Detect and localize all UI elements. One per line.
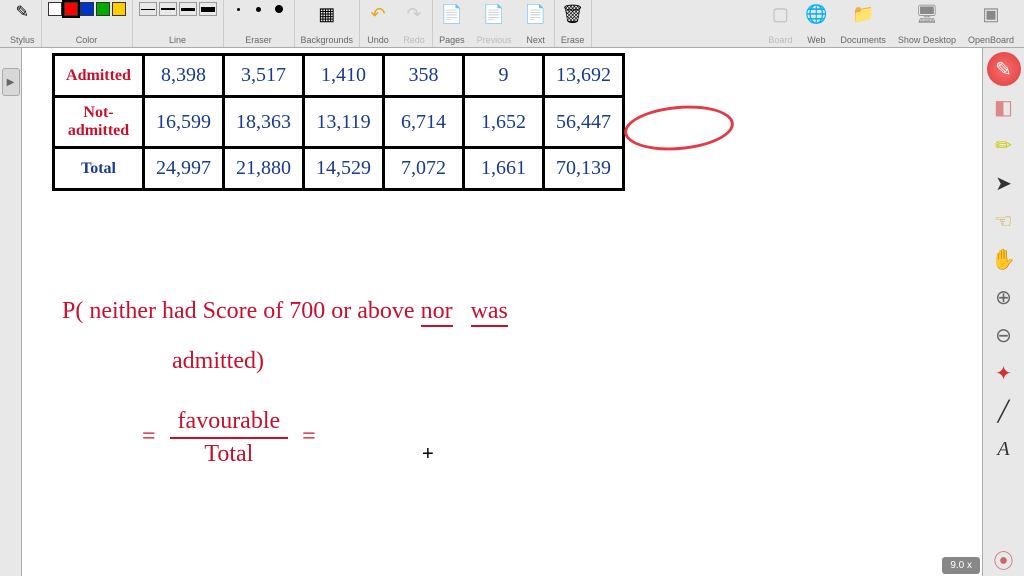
- line-tool-icon[interactable]: ╱: [987, 394, 1021, 428]
- handwriting-equation: = favourable Total =: [142, 408, 316, 468]
- left-panel-toggle[interactable]: ▶: [2, 68, 20, 96]
- right-toolbar: ✎ ◧ ✏ ➤ ☜ ✋ ⊕ ⊖ ✦ ╱ A ⦿: [982, 48, 1024, 576]
- color-green[interactable]: [96, 2, 110, 16]
- table-cell: 8,398: [144, 55, 224, 97]
- undo-icon: ↶: [366, 2, 390, 26]
- line-1[interactable]: [139, 2, 157, 16]
- redo-button[interactable]: ↷ Redo: [396, 0, 433, 47]
- openboard-button[interactable]: ▣ OpenBoard: [962, 0, 1020, 47]
- erase-icon: 🗑: [561, 2, 585, 26]
- hand-point-icon[interactable]: ☜: [987, 204, 1021, 238]
- pages-button[interactable]: 📄 Pages: [433, 0, 471, 47]
- data-table: Admitted 8,398 3,517 1,410 358 9 13,692 …: [52, 53, 625, 191]
- backgrounds-button[interactable]: ▦ Backgrounds: [295, 0, 361, 47]
- table-row: Total 24,997 21,880 14,529 7,072 1,661 7…: [54, 148, 624, 190]
- openboard-icon: ▣: [979, 2, 1003, 26]
- table-cell: 24,997: [144, 148, 224, 190]
- color-blue[interactable]: [80, 2, 94, 16]
- show-desktop-icon: 🖥: [915, 2, 939, 26]
- table-row: Not- admitted 16,599 18,363 13,119 6,714…: [54, 97, 624, 148]
- row-header: Not- admitted: [54, 97, 144, 148]
- pen-icon[interactable]: ✎: [987, 52, 1021, 86]
- line-2[interactable]: [159, 2, 177, 16]
- stylus-icon[interactable]: ✎: [16, 2, 29, 22]
- line-label: Line: [169, 35, 186, 45]
- show-desktop-button[interactable]: 🖥 Show Desktop: [892, 0, 962, 47]
- table-cell: 70,139: [544, 148, 624, 190]
- dot-3[interactable]: [270, 2, 288, 16]
- backgrounds-icon: ▦: [315, 2, 339, 26]
- pointer-icon[interactable]: ➤: [987, 166, 1021, 200]
- table-cell: 1,652: [464, 97, 544, 148]
- table-cell: 7,072: [384, 148, 464, 190]
- table-cell: 13,692: [544, 55, 624, 97]
- color-red[interactable]: [64, 2, 78, 16]
- documents-icon: 📁: [851, 2, 875, 26]
- hand-icon[interactable]: ✋: [987, 242, 1021, 276]
- table-cell-circled: 56,447: [544, 97, 624, 148]
- color-group: Color: [42, 0, 133, 47]
- stylus-group: ✎ Stylus: [4, 0, 42, 47]
- text-tool-icon[interactable]: A: [987, 432, 1021, 466]
- table-cell: 13,119: [304, 97, 384, 148]
- table-cell: 1,661: [464, 148, 544, 190]
- table-cell: 18,363: [224, 97, 304, 148]
- zoom-out-icon[interactable]: ⊖: [987, 318, 1021, 352]
- dot-1[interactable]: [230, 2, 248, 16]
- handwriting-line2: admitted): [172, 348, 264, 375]
- laser-icon[interactable]: ✦: [987, 356, 1021, 390]
- left-panel: ▶: [0, 48, 22, 576]
- board-icon: ▢: [768, 2, 792, 26]
- table-cell: 358: [384, 55, 464, 97]
- redo-icon: ↷: [402, 2, 426, 26]
- web-icon: 🌐: [804, 2, 828, 26]
- line-3[interactable]: [179, 2, 197, 16]
- eraser-size-label: Eraser: [245, 35, 272, 45]
- previous-button[interactable]: 📄 Previous: [471, 0, 518, 47]
- next-button[interactable]: 📄 Next: [518, 0, 555, 47]
- row-header: Total: [54, 148, 144, 190]
- record-icon[interactable]: ⦿: [987, 542, 1021, 576]
- previous-icon: 📄: [482, 2, 506, 26]
- table-cell: 16,599: [144, 97, 224, 148]
- highlighter-icon[interactable]: ✏: [987, 128, 1021, 162]
- undo-button[interactable]: ↶ Undo: [360, 0, 396, 47]
- table-cell: 14,529: [304, 148, 384, 190]
- main-toolbar: ✎ Stylus Color Line Eraser ▦ Backgroun: [0, 0, 1024, 48]
- zoom-in-icon[interactable]: ⊕: [987, 280, 1021, 314]
- color-yellow[interactable]: [112, 2, 126, 16]
- table-cell: 6,714: [384, 97, 464, 148]
- cursor-cross: +: [422, 443, 434, 466]
- web-button[interactable]: 🌐 Web: [798, 0, 834, 47]
- board-button[interactable]: ▢ Board: [762, 0, 798, 47]
- dot-2[interactable]: [250, 2, 268, 16]
- line-group: Line: [133, 0, 224, 47]
- eraser-size-group: Eraser: [224, 0, 295, 47]
- handwriting-line1: P( neither had Score of 700 or above nor…: [62, 298, 508, 325]
- circle-annotation: [622, 101, 735, 154]
- row-header: Admitted: [54, 55, 144, 97]
- next-icon: 📄: [524, 2, 548, 26]
- color-white[interactable]: [48, 2, 62, 16]
- zoom-indicator: 9.0 x: [942, 557, 980, 574]
- erase-button[interactable]: 🗑 Erase: [555, 0, 592, 47]
- table-cell: 3,517: [224, 55, 304, 97]
- table-cell: 21,880: [224, 148, 304, 190]
- stylus-label: Stylus: [10, 35, 35, 45]
- table-cell: 1,410: [304, 55, 384, 97]
- table-row: Admitted 8,398 3,517 1,410 358 9 13,692: [54, 55, 624, 97]
- eraser-icon[interactable]: ◧: [987, 90, 1021, 124]
- documents-button[interactable]: 📁 Documents: [834, 0, 892, 47]
- canvas[interactable]: Admitted 8,398 3,517 1,410 358 9 13,692 …: [22, 48, 982, 576]
- table-cell: 9: [464, 55, 544, 97]
- color-label: Color: [76, 35, 98, 45]
- pages-icon: 📄: [440, 2, 464, 26]
- line-4[interactable]: [199, 2, 217, 16]
